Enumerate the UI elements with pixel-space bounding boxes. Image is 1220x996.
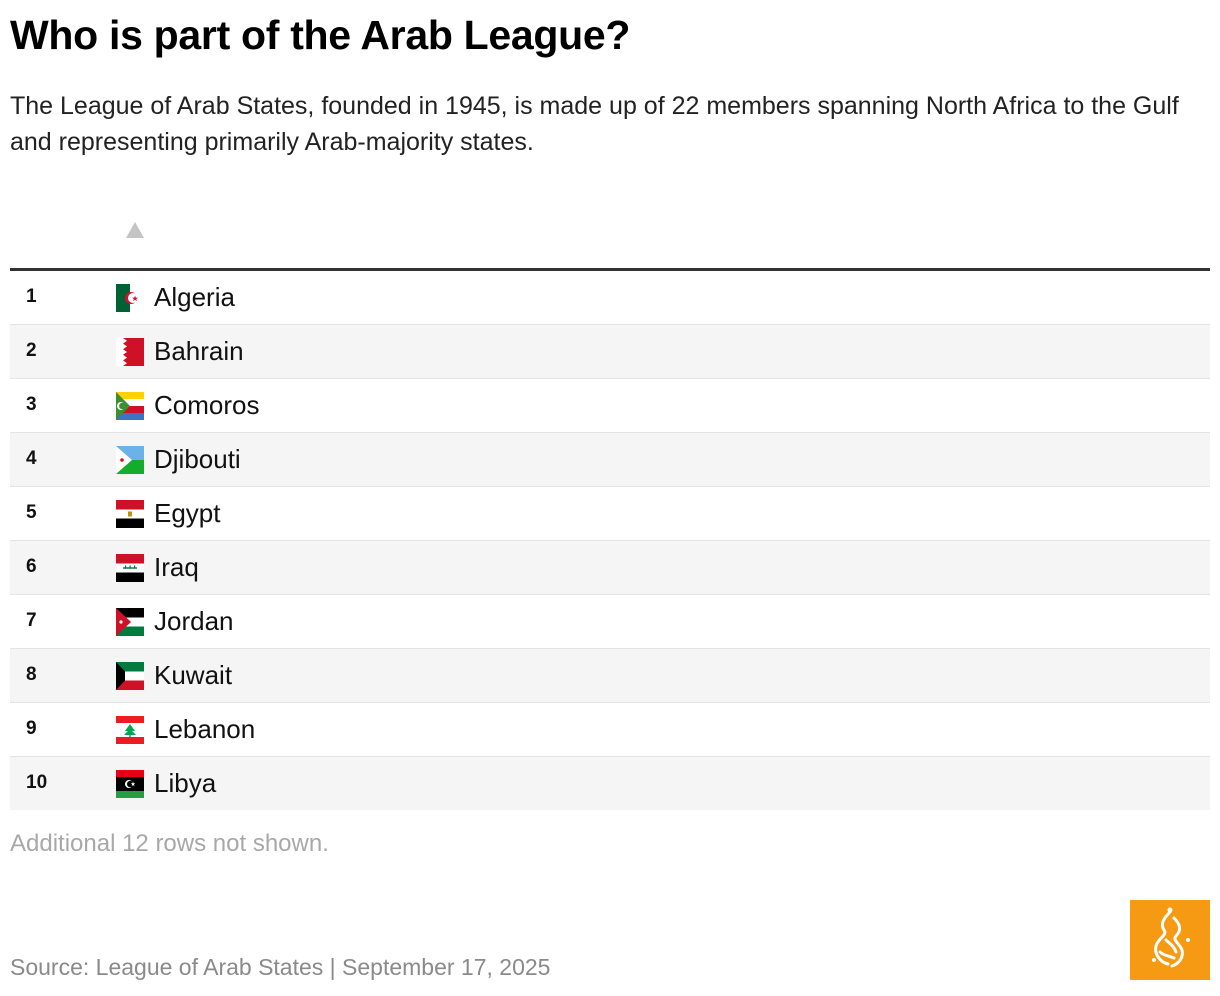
- iraq-flag-icon: [116, 554, 144, 582]
- members-table: 1 Algeria 2 Bahrain 3: [10, 271, 1210, 810]
- table-row: 4 Djibouti: [10, 433, 1210, 487]
- table-row: 6 Iraq: [10, 541, 1210, 595]
- table-row: 7 Jordan: [10, 595, 1210, 649]
- djibouti-flag-icon: [116, 446, 144, 474]
- row-rank: 3: [26, 394, 37, 415]
- row-country: Kuwait: [154, 660, 233, 690]
- table-row: 8 Kuwait: [10, 649, 1210, 703]
- row-rank: 4: [26, 448, 37, 469]
- row-country: Algeria: [154, 282, 235, 312]
- source-line: Source: League of Arab States | Septembe…: [10, 954, 551, 980]
- page-title: Who is part of the Arab League?: [10, 12, 631, 58]
- bahrain-flag-icon: [116, 338, 144, 366]
- table-header-divider: [10, 268, 1210, 271]
- comoros-flag-icon: [116, 392, 144, 420]
- row-country: Iraq: [154, 552, 199, 582]
- al-jazeera-logo-icon[interactable]: [1130, 900, 1210, 980]
- row-country: Comoros: [154, 390, 260, 420]
- jordan-flag-icon: [116, 608, 144, 636]
- algeria-flag-icon: [116, 284, 144, 312]
- table-row: 3 Comoros: [10, 379, 1210, 433]
- row-country: Lebanon: [154, 714, 256, 744]
- kuwait-flag-icon: [116, 662, 144, 690]
- rows-hidden-note: Additional 12 rows not shown.: [10, 830, 329, 857]
- row-rank: 5: [26, 502, 37, 523]
- sort-ascending-icon[interactable]: [126, 222, 144, 238]
- table-row: 2 Bahrain: [10, 325, 1210, 379]
- egypt-flag-icon: [116, 500, 144, 528]
- page-subtitle: The League of Arab States, founded in 19…: [10, 92, 1179, 156]
- row-country: Egypt: [154, 498, 221, 528]
- row-rank: 1: [26, 286, 37, 307]
- table-row: 9 Lebanon: [10, 703, 1210, 757]
- row-country: Libya: [154, 768, 217, 798]
- row-rank: 9: [26, 718, 37, 739]
- row-rank: 8: [26, 664, 37, 685]
- libya-flag-icon: [116, 770, 144, 798]
- row-rank: 6: [26, 556, 37, 577]
- row-rank: 7: [26, 610, 37, 631]
- table-row: 1 Algeria: [10, 271, 1210, 325]
- row-country: Bahrain: [154, 336, 244, 366]
- row-rank: 2: [26, 340, 37, 361]
- lebanon-flag-icon: [116, 716, 144, 744]
- table-row: 5 Egypt: [10, 487, 1210, 541]
- row-country: Djibouti: [154, 444, 241, 474]
- row-rank: 10: [26, 772, 48, 793]
- row-country: Jordan: [154, 606, 234, 636]
- table-row: 10 Libya: [10, 757, 1210, 810]
